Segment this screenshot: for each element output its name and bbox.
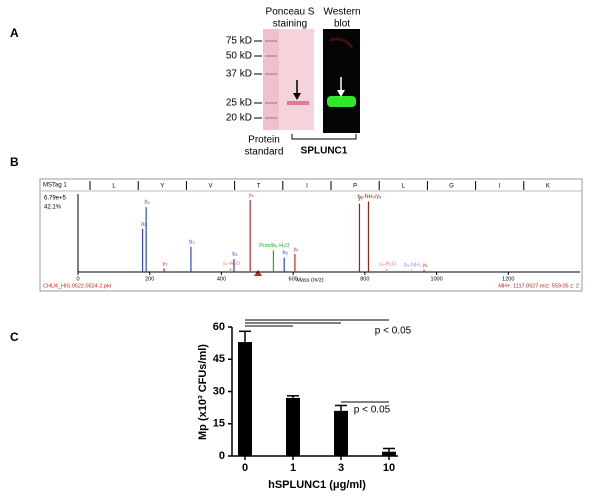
y-axis-label: Mp (x10³ CFUs/ml)	[197, 344, 209, 440]
ponceau-title: Ponceau S	[266, 7, 315, 18]
panel-label: C	[10, 330, 19, 344]
x-tick-label: 200	[145, 276, 154, 282]
bar	[334, 410, 348, 456]
x-axis-label: Mass (m/z)	[296, 277, 323, 283]
peak-label: y₇	[358, 196, 363, 202]
panel-label: B	[10, 155, 19, 169]
peak-label: b₂	[145, 200, 150, 206]
peak-label: y₈-H₂O	[379, 262, 397, 268]
marker-band	[265, 40, 277, 42]
sequence-residue: L	[112, 184, 116, 190]
bracket	[291, 134, 357, 140]
x-tick-label: 400	[217, 276, 226, 282]
marker-label: 50 kD	[226, 51, 252, 62]
western-title: Western	[323, 7, 360, 18]
marker-band	[265, 73, 277, 75]
bar	[286, 397, 300, 456]
protein-band	[287, 101, 309, 105]
peak-label: b₉-NH₃	[404, 262, 421, 268]
y-tick-label: 0	[219, 450, 225, 462]
x-tick-label: 600	[289, 276, 298, 282]
y-tick-label: 30	[213, 385, 225, 397]
peak-label: b₃	[189, 239, 194, 245]
sequence-residue: K	[546, 184, 550, 190]
y-tick-label: 60	[213, 321, 225, 333]
x-tick-label: 3	[338, 462, 344, 474]
peak-label: y₉	[423, 262, 428, 268]
intensity-label: 6.79e+5	[44, 196, 67, 202]
y-tick-label: 45	[213, 353, 225, 365]
x-tick-label: 1000	[430, 276, 442, 282]
sequence-residue: I	[499, 184, 501, 190]
sequence-residue: L	[402, 184, 406, 190]
western-band	[327, 96, 356, 107]
marker-label: 37 kD	[226, 69, 252, 80]
peak-label: y₆	[293, 246, 298, 252]
x-tick-label: 0	[76, 276, 79, 282]
marker-band	[265, 102, 277, 104]
marker-label: 75 kD	[226, 36, 252, 47]
file-label: CHU4_HIS.0522.0524.2.pkl	[43, 283, 111, 289]
x-tick-label: 1200	[502, 276, 514, 282]
sequence-residue: P	[353, 184, 357, 190]
spectrum: L Y V T I P L G I K 0 200 400 600 800 1000 1200 a₂ b₂ y₃ b₃ y…	[76, 181, 580, 282]
bar-chart: 0 15 30 45 60 0 1 3 10 p < 0.05 p < 0.05 hSPLUNC1 (…	[197, 319, 412, 491]
sequence-residue: I	[306, 184, 308, 190]
annotation: p < 0.05	[354, 405, 391, 416]
peak-label: y₄-H₂O	[223, 261, 241, 267]
x-tick-label: 10	[383, 462, 395, 474]
ponceau-title: staining	[273, 19, 307, 30]
x-tick-label: 0	[242, 462, 248, 474]
spectrum-frame	[39, 178, 583, 292]
marker-lane	[263, 29, 279, 130]
standard-label: standard	[245, 147, 284, 158]
peak-label: a₂	[141, 221, 146, 227]
marker-label: 25 kD	[226, 98, 252, 109]
peak-label: y₄	[249, 192, 255, 198]
peak-label: b₄	[232, 251, 238, 257]
x-tick-label: 1	[290, 462, 296, 474]
percent-label: 42.1%	[44, 205, 62, 211]
bar	[238, 342, 252, 456]
peak-label: b₅	[283, 250, 288, 256]
peak-label: y₃	[163, 261, 168, 267]
peak-label: b₈-NH₃/y₈	[357, 194, 381, 200]
x-axis-label: hSPLUNC1 (μg/ml)	[268, 479, 366, 491]
western-title: blot	[334, 19, 350, 30]
precursor-label: MH+: 1117.0927 m/z: 559.05 z: 2	[498, 283, 579, 289]
y-tick-label: 15	[213, 418, 225, 430]
marker-label: 20 kD	[226, 113, 252, 124]
marker-band	[265, 55, 277, 57]
arrow-head	[293, 93, 301, 100]
sequence-residue: Y	[160, 184, 164, 190]
marker-band	[265, 117, 277, 119]
peak-label: Pom/b₅-H₂O	[259, 243, 290, 249]
sequence-residue: V	[208, 184, 212, 190]
spectrum-header: MSTag 1	[43, 183, 67, 189]
bar	[382, 451, 396, 456]
protein-label: SPLUNC1	[301, 146, 348, 157]
precursor-marker	[254, 270, 262, 276]
x-tick-label: 800	[360, 276, 369, 282]
arrow-head	[337, 90, 345, 97]
marker-labels: 75 kD 50 kD 37 kD 25 kD 20 kD	[226, 36, 262, 124]
annotation: p < 0.05	[375, 326, 412, 337]
sequence-residue: G	[449, 184, 454, 190]
sequence-residue: T	[257, 184, 261, 190]
standard-label: Protein	[248, 135, 280, 146]
western-background	[329, 37, 354, 49]
panel-label: A	[10, 26, 19, 40]
